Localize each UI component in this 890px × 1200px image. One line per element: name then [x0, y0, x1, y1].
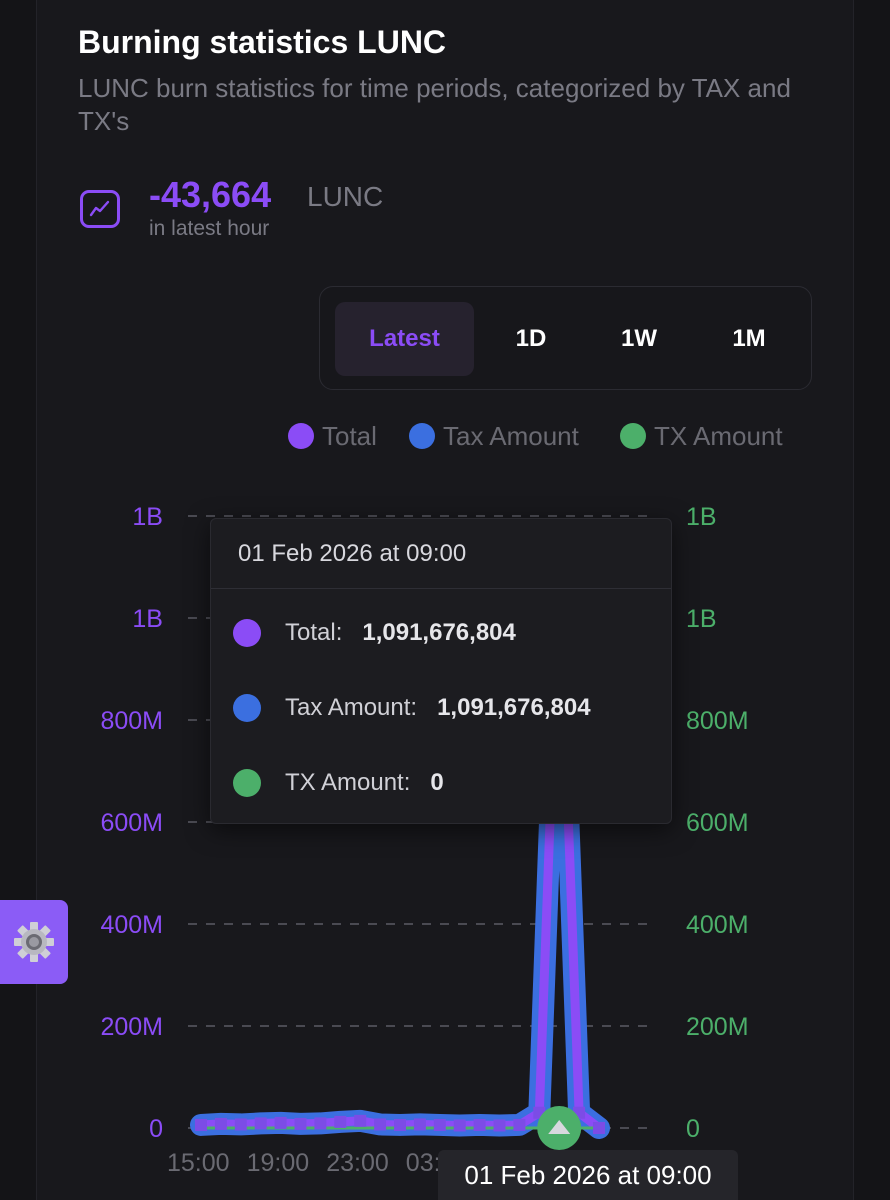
- tab-1w[interactable]: 1W: [621, 325, 657, 352]
- legend-item-tx[interactable]: TX Amount: [620, 420, 783, 452]
- burn-caption: in latest hour: [149, 217, 270, 240]
- burn-unit: LUNC: [307, 181, 384, 212]
- x-tick-label: 15:00: [167, 1149, 230, 1177]
- tab-1d[interactable]: 1D: [515, 325, 547, 352]
- tooltip-dot-tax: [233, 694, 261, 722]
- legend-dot-tax: [409, 423, 435, 449]
- data-point-total: [513, 1118, 526, 1131]
- legend-item-total[interactable]: Total: [288, 420, 377, 452]
- y-left-tick-label: 800M: [100, 707, 163, 735]
- y-right-tick-label: 800M: [686, 707, 749, 735]
- data-point-total: [274, 1116, 287, 1129]
- legend-label-total: Total: [322, 420, 377, 451]
- y-left-tick-label: 400M: [100, 911, 163, 939]
- x-axis-hover-label: 01 Feb 2026 at 09:00: [438, 1150, 738, 1200]
- data-point-total: [593, 1122, 605, 1134]
- y-left-tick-label: 1B: [132, 503, 163, 531]
- y-right-tick-label: 400M: [686, 911, 749, 939]
- y-left-tick-label: 200M: [100, 1013, 163, 1041]
- legend-dot-total: [288, 423, 314, 449]
- data-point-total: [493, 1119, 506, 1132]
- tooltip-value-tax: 1,091,676,804: [437, 694, 591, 721]
- tooltip-row-tax: Tax Amount: 1,091,676,804: [233, 690, 591, 726]
- tab-latest[interactable]: Latest: [335, 302, 474, 376]
- y-right-tick-label: 200M: [686, 1013, 749, 1041]
- data-point-total: [195, 1118, 207, 1131]
- settings-button[interactable]: [0, 900, 68, 984]
- tooltip-row-tx: TX Amount: 0: [233, 765, 444, 801]
- y-right-tick-label: 1B: [686, 503, 717, 531]
- data-point-total: [214, 1117, 227, 1130]
- data-point-total: [314, 1117, 327, 1130]
- burn-value: -43,664: [149, 174, 272, 215]
- page-title: Burning statistics LUNC: [78, 24, 447, 60]
- tooltip-date: 01 Feb 2026 at 09:00: [211, 519, 671, 589]
- tooltip-label-tax: Tax Amount:: [285, 694, 418, 721]
- data-point-total: [254, 1117, 267, 1130]
- tooltip-dot-total: [233, 619, 261, 647]
- y-right-tick-label: 1B: [686, 605, 717, 633]
- tooltip-label-total: Total:: [285, 619, 343, 646]
- y-left-tick-label: 600M: [100, 809, 163, 837]
- y-left-tick-label: 1B: [132, 605, 163, 633]
- data-point-total: [334, 1115, 347, 1128]
- chart-tooltip: 01 Feb 2026 at 09:00 Total: 1,091,676,80…: [210, 518, 672, 824]
- y-left-tick-label: 0: [149, 1115, 163, 1143]
- y-right-tick-label: 0: [686, 1115, 700, 1143]
- data-point-total: [433, 1118, 446, 1131]
- page-subtitle: LUNC burn statistics for time periods, c…: [78, 73, 791, 136]
- x-tick-label: 23:00: [326, 1149, 389, 1177]
- data-point-total: [234, 1118, 247, 1131]
- tooltip-dot-tx: [233, 769, 261, 797]
- period-tabs: Latest 1D 1W 1M: [319, 286, 812, 390]
- data-point-total: [294, 1117, 307, 1130]
- tooltip-value-total: 1,091,676,804: [362, 619, 516, 646]
- tooltip-row-total: Total: 1,091,676,804: [233, 615, 516, 651]
- tooltip-value-tx: 0: [430, 769, 444, 796]
- legend-dot-tx: [620, 423, 646, 449]
- data-point-total: [394, 1118, 406, 1131]
- trend-chart-icon: [80, 190, 120, 228]
- data-point-total: [473, 1118, 486, 1131]
- x-tick-label: 19:00: [247, 1149, 310, 1177]
- legend-label-tx: TX Amount: [654, 420, 783, 451]
- legend-label-tax: Tax Amount: [443, 420, 579, 451]
- gear-icon: [14, 922, 54, 962]
- data-point-total: [374, 1118, 387, 1131]
- tab-1m[interactable]: 1M: [732, 325, 766, 352]
- legend-item-tax[interactable]: Tax Amount: [409, 420, 579, 452]
- hover-marker-arrow: [548, 1120, 571, 1134]
- y-right-tick-label: 600M: [686, 809, 749, 837]
- tooltip-label-tx: TX Amount:: [285, 769, 411, 796]
- data-point-total: [453, 1119, 466, 1132]
- data-point-total: [413, 1118, 426, 1131]
- data-point-total: [354, 1114, 367, 1127]
